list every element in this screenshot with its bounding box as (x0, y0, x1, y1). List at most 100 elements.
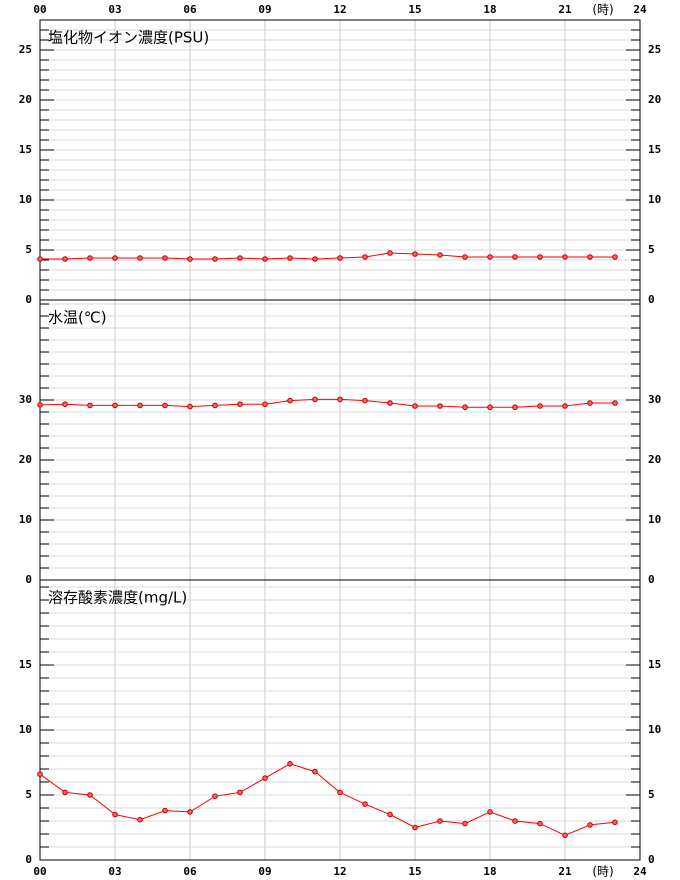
data-point (137, 255, 143, 261)
data-line (39, 763, 616, 836)
data-point (212, 256, 218, 262)
y-tick-label: 10 (648, 513, 661, 526)
x-tick-label: 15 (408, 865, 421, 878)
data-point (537, 820, 543, 827)
data-point (112, 402, 118, 409)
data-point (62, 789, 68, 796)
data-point (212, 793, 218, 800)
x-tick-label: 15 (408, 3, 421, 16)
data-point (162, 402, 168, 409)
y-tick-label: 30 (19, 393, 32, 406)
x-unit-label: (時) (592, 865, 613, 879)
y-tick-label: 0 (648, 293, 655, 306)
data-point (537, 254, 543, 260)
data-point (87, 792, 93, 798)
y-tick-label: 25 (648, 43, 661, 56)
x-tick-label: 18 (483, 865, 496, 878)
y-tick-label: 15 (648, 143, 661, 156)
y-tick-label: 10 (19, 723, 32, 736)
data-point (362, 397, 368, 404)
y-tick-label: 10 (19, 513, 32, 526)
y-tick-label: 5 (25, 788, 32, 801)
data-point (487, 404, 493, 411)
data-point (312, 256, 318, 262)
data-point (412, 824, 418, 831)
data-point (387, 250, 393, 256)
data-point (87, 402, 93, 409)
data-point (562, 832, 568, 839)
y-tick-label: 25 (19, 43, 32, 56)
data-point (487, 254, 493, 260)
data-point (512, 818, 518, 824)
y-tick-label: 20 (19, 93, 32, 106)
y-tick-label: 0 (25, 573, 32, 586)
data-point (212, 402, 218, 409)
data-point (262, 401, 268, 408)
data-point (187, 403, 193, 410)
y-tick-label: 0 (648, 853, 655, 866)
x-tick-label: 18 (483, 3, 496, 16)
x-tick-label: 24 (633, 3, 647, 16)
data-point (337, 396, 343, 403)
panel-title: 水温(℃) (48, 309, 107, 327)
data-point (112, 811, 118, 818)
data-point (62, 256, 68, 262)
data-point (437, 252, 443, 258)
data-point (37, 771, 43, 778)
y-tick-label: 5 (25, 243, 32, 256)
x-tick-label: 06 (183, 865, 197, 878)
data-point (337, 255, 343, 261)
data-line (40, 252, 615, 260)
y-tick-label: 15 (19, 143, 32, 156)
y-tick-label: 20 (648, 93, 661, 106)
data-point (112, 255, 118, 261)
data-point (37, 402, 43, 408)
x-tick-label: 09 (258, 865, 271, 878)
data-point (612, 400, 618, 406)
y-tick-label: 10 (648, 193, 661, 206)
y-tick-label: 5 (648, 243, 655, 256)
y-tick-label: 0 (25, 853, 32, 866)
x-tick-label: 24 (633, 865, 647, 878)
data-point (137, 816, 143, 823)
y-tick-label: 5 (648, 788, 655, 801)
data-line (39, 398, 615, 408)
data-point (412, 403, 418, 409)
data-point (187, 256, 193, 262)
data-point (312, 396, 318, 403)
data-point (337, 789, 343, 796)
data-point (587, 822, 593, 828)
plot-frame (39, 579, 641, 861)
x-tick-label: 21 (558, 865, 572, 878)
data-point (562, 403, 568, 409)
data-point (387, 400, 393, 406)
data-point (512, 404, 518, 411)
data-point (437, 403, 443, 409)
y-tick-label: 0 (25, 293, 32, 306)
data-point (562, 254, 568, 260)
y-tick-label: 20 (19, 453, 32, 466)
data-point (287, 255, 293, 261)
data-point (612, 254, 618, 260)
data-point (462, 820, 468, 827)
y-tick-label: 0 (648, 573, 655, 586)
data-point (387, 811, 393, 818)
data-point (362, 254, 368, 260)
x-tick-label: 21 (558, 3, 572, 16)
x-tick-label: 12 (333, 865, 346, 878)
y-tick-label: 15 (648, 658, 661, 671)
panel-title: 溶存酸素濃度(mg/L) (48, 589, 187, 607)
data-point (262, 775, 268, 781)
data-point (287, 397, 293, 404)
x-tick-label: 00 (33, 3, 46, 16)
data-point (237, 255, 243, 261)
data-point (462, 254, 468, 260)
y-tick-label: 30 (648, 393, 661, 406)
data-point (237, 401, 243, 408)
data-point (162, 807, 168, 814)
x-tick-label: 00 (33, 865, 46, 878)
data-point (137, 402, 143, 409)
data-point (587, 254, 593, 260)
data-point (62, 401, 68, 408)
x-tick-label: 03 (108, 3, 121, 16)
